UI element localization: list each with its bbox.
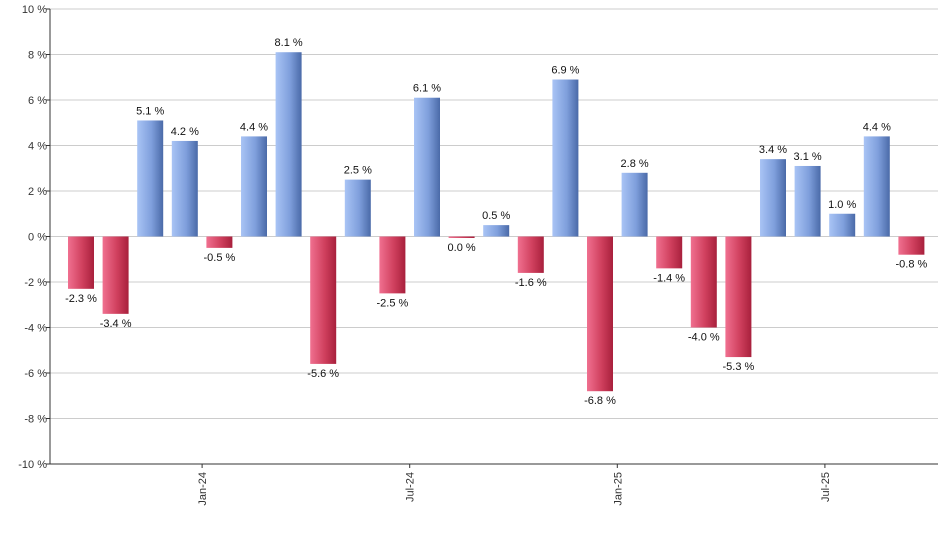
bar [379,236,406,294]
bar [275,52,302,237]
bar [102,236,129,314]
data-label: 5.1 % [136,105,164,117]
data-label: 8.1 % [275,37,303,49]
bar [68,236,94,289]
y-tick-label: -4 % [24,323,47,335]
data-label: 6.9 % [551,65,579,77]
data-label: -0.8 % [896,259,928,271]
data-label: -1.6 % [515,277,547,289]
bar [552,79,579,237]
data-label: 4.2 % [171,126,199,138]
bar [414,97,440,237]
data-label: 4.4 % [240,121,268,133]
data-labels: -2.3 % -3.4 % 5.1 % 4.2 % -0.5 % 4.4 % 8.1 % -5… [65,37,927,407]
data-label: -2.3 % [65,293,97,305]
bar [898,236,925,255]
data-label: 3.4 % [759,144,787,156]
data-label: 1.0 % [828,199,856,211]
y-tick-label: 6 % [28,95,47,107]
data-label: 2.5 % [344,165,372,177]
axes: 10 % 8 % 6 % 4 % 2 % 0 % -2 % -4 % -6 % -8 % -10 %… [18,4,938,506]
data-label: 3.1 % [794,151,822,163]
bar [483,225,510,237]
bar [690,236,717,328]
bar [517,236,544,273]
bar [725,236,752,358]
data-label: 6.1 % [413,83,441,95]
bar [760,159,786,237]
bar [241,136,267,237]
bar [448,236,475,238]
data-label: -5.3 % [723,361,755,373]
bars [68,52,925,392]
data-label: 0.5 % [482,210,510,222]
data-label: -5.6 % [307,368,339,380]
y-tick-label: 0 % [28,232,47,244]
y-tick-label: -2 % [24,277,47,289]
y-tick-label: 4 % [28,141,47,153]
bar [344,179,371,237]
data-label: -4.0 % [688,332,720,344]
data-label: -0.5 % [204,252,236,264]
bar [587,236,613,392]
data-label: -1.4 % [653,272,685,284]
y-tick-label: 10 % [22,4,47,16]
data-label: 0.0 % [448,242,476,254]
y-tick-label: 8 % [28,50,47,62]
bar [794,165,821,237]
y-tick-label: -8 % [24,414,47,426]
data-label: -3.4 % [100,318,132,330]
y-tick-label: 2 % [28,186,47,198]
bar [310,236,337,364]
data-label: 2.8 % [621,158,649,170]
bar [863,136,890,237]
bar [171,140,198,237]
bar [656,236,683,269]
x-tick-label: Jan-24 [197,472,209,506]
data-label: 4.4 % [863,121,891,133]
y-tick-label: -10 % [18,459,47,471]
bar [829,213,856,237]
bar [137,120,164,237]
data-label: -2.5 % [377,297,409,309]
data-label: -6.8 % [584,395,616,407]
y-tick-label: -6 % [24,368,47,380]
x-tick-label: Jan-25 [612,472,624,506]
bar [206,236,233,248]
bar [621,172,648,237]
x-tick-label: Jul-24 [405,472,417,502]
x-tick-label: Jul-25 [820,472,832,502]
